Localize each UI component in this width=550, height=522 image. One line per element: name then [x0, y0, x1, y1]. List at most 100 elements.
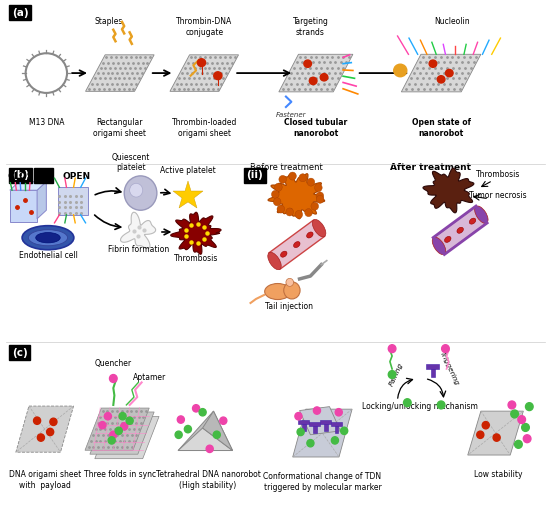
Text: Pairing: Pairing [388, 362, 404, 387]
Circle shape [279, 175, 287, 183]
Circle shape [37, 434, 45, 441]
Ellipse shape [444, 236, 451, 242]
Circle shape [213, 431, 221, 438]
Text: Quencher: Quencher [95, 359, 132, 367]
Text: Staples: Staples [95, 17, 123, 26]
Circle shape [220, 417, 227, 424]
Circle shape [311, 202, 318, 210]
Text: Open state of
nanorobot: Open state of nanorobot [411, 118, 471, 138]
Bar [10, 190, 37, 222]
Circle shape [273, 198, 281, 206]
Circle shape [47, 428, 54, 436]
Circle shape [295, 412, 302, 420]
Circle shape [477, 431, 484, 438]
Text: Thrombin-loaded
origami sheet: Thrombin-loaded origami sheet [172, 118, 237, 138]
Circle shape [340, 427, 348, 434]
Circle shape [316, 192, 324, 200]
Polygon shape [293, 409, 352, 457]
Polygon shape [120, 212, 156, 248]
Text: Three folds in sync: Three folds in sync [84, 470, 156, 479]
Ellipse shape [312, 219, 326, 237]
Text: Quiescent
platelet: Quiescent platelet [112, 153, 150, 172]
Circle shape [120, 423, 128, 430]
Bar [313, 425, 317, 433]
Circle shape [307, 178, 315, 186]
Circle shape [437, 76, 445, 83]
Circle shape [50, 418, 57, 425]
Circle shape [286, 208, 294, 216]
Circle shape [429, 60, 437, 67]
Polygon shape [10, 182, 46, 190]
Circle shape [442, 345, 449, 352]
Bar [426, 364, 439, 369]
Circle shape [110, 431, 117, 438]
Circle shape [305, 209, 312, 217]
Polygon shape [95, 417, 159, 459]
Circle shape [184, 425, 191, 433]
Bar [302, 423, 306, 431]
Ellipse shape [36, 233, 60, 243]
Ellipse shape [29, 230, 68, 246]
Circle shape [119, 412, 126, 420]
Text: (ii): (ii) [246, 170, 263, 180]
Circle shape [304, 60, 311, 67]
Circle shape [175, 431, 182, 438]
Circle shape [511, 410, 519, 418]
Text: Low stability: Low stability [474, 470, 522, 479]
Circle shape [34, 417, 41, 424]
Circle shape [277, 205, 285, 213]
Ellipse shape [307, 232, 313, 238]
Circle shape [394, 64, 407, 77]
Text: (b): (b) [12, 170, 29, 180]
Text: (a): (a) [12, 8, 29, 18]
Bar [58, 187, 87, 215]
Text: Aptamer: Aptamer [133, 373, 167, 382]
Polygon shape [170, 55, 239, 91]
Polygon shape [16, 406, 74, 452]
Circle shape [272, 191, 279, 198]
Circle shape [446, 69, 453, 77]
Text: (i): (i) [37, 170, 50, 180]
Circle shape [124, 176, 157, 210]
Polygon shape [468, 411, 523, 455]
Bar [324, 423, 328, 431]
Circle shape [320, 74, 328, 81]
Circle shape [104, 412, 112, 420]
Text: Tumor necrosis: Tumor necrosis [470, 191, 527, 199]
Polygon shape [85, 408, 149, 450]
Circle shape [126, 417, 133, 424]
Polygon shape [178, 411, 233, 450]
Circle shape [309, 77, 317, 85]
Circle shape [335, 409, 342, 416]
Circle shape [199, 409, 206, 416]
Bar [331, 422, 342, 426]
Ellipse shape [268, 252, 281, 270]
Bar [309, 422, 320, 426]
Circle shape [284, 282, 300, 299]
Bar [431, 367, 435, 377]
Text: Thrombin-DNA
conjugate: Thrombin-DNA conjugate [176, 17, 232, 37]
Circle shape [315, 184, 322, 192]
Text: Thrombosis: Thrombosis [174, 254, 218, 263]
Circle shape [522, 423, 529, 431]
Polygon shape [402, 54, 481, 92]
Ellipse shape [457, 227, 464, 233]
Circle shape [297, 428, 304, 436]
Polygon shape [268, 174, 324, 219]
Ellipse shape [475, 206, 488, 223]
Polygon shape [37, 182, 46, 219]
Circle shape [289, 172, 296, 180]
Bar [299, 420, 309, 424]
Text: Thrombosis: Thrombosis [476, 170, 520, 179]
Bar [334, 425, 338, 433]
Text: Tetrahedral DNA nanorobot
(High stability): Tetrahedral DNA nanorobot (High stabilit… [156, 470, 261, 490]
Circle shape [314, 407, 321, 414]
Text: M13 DNA: M13 DNA [29, 118, 64, 127]
Circle shape [404, 399, 411, 407]
Ellipse shape [432, 237, 446, 255]
Text: DNA origami sheet
with  payload: DNA origami sheet with payload [9, 470, 81, 490]
Circle shape [437, 401, 445, 409]
Circle shape [99, 422, 106, 429]
Circle shape [525, 402, 533, 411]
Circle shape [482, 422, 490, 429]
